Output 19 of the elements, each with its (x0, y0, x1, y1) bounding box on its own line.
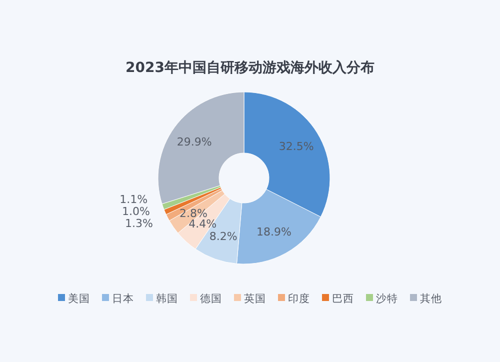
data-label: 1.1% (120, 193, 148, 206)
data-label: 29.9% (176, 136, 212, 149)
legend-label: 印度 (288, 292, 310, 305)
data-label: 32.5% (278, 140, 314, 153)
data-label: 8.2% (209, 230, 238, 243)
legend-label: 其他 (420, 292, 442, 305)
data-label: 1.0% (122, 205, 150, 218)
data-label: 4.4% (188, 218, 217, 231)
legend-label: 韩国 (156, 292, 178, 305)
chart-title: 2023年中国自研移动游戏海外收入分布 (126, 60, 374, 76)
legend-label: 德国 (200, 293, 222, 305)
data-label: 1.3% (125, 217, 154, 230)
legend-label: 英国 (244, 292, 266, 305)
data-label: 2.8% (180, 207, 208, 220)
legend-label: 巴西 (332, 293, 354, 305)
legend-label: 日本 (112, 292, 134, 305)
legend-label: 美国 (68, 292, 90, 305)
data-label: 18.9% (256, 226, 292, 239)
legend-label: 沙特 (376, 292, 398, 305)
